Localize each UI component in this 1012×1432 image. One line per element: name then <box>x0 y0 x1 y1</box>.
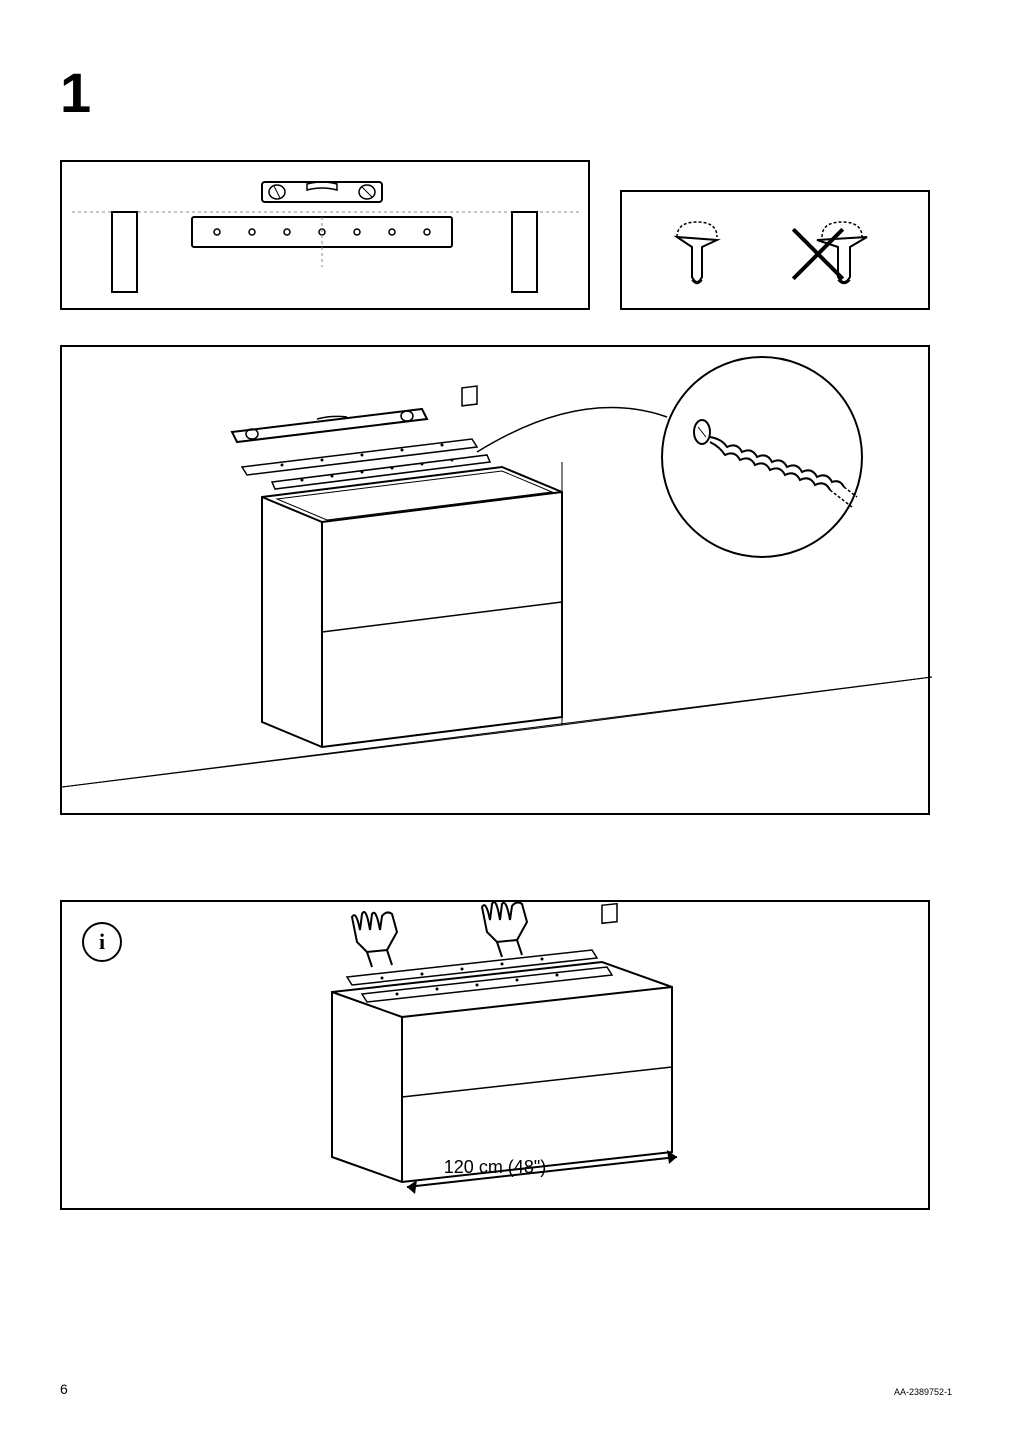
panel-two-person: i <box>60 900 930 1210</box>
panel-level-rail <box>60 160 590 310</box>
page-number: 6 <box>60 1381 68 1397</box>
info-symbol: i <box>99 929 105 955</box>
dimension-label: 120 cm (48") <box>444 1157 546 1178</box>
instruction-page: 1 <box>0 0 1012 1432</box>
step-number: 1 <box>60 60 91 125</box>
hand-left-icon <box>352 912 397 967</box>
panel-cabinet-wall <box>60 345 930 815</box>
screw-types-diagram <box>622 192 932 312</box>
info-icon: i <box>82 922 122 962</box>
panel-screw-types <box>620 190 930 310</box>
cabinet-wall-diagram <box>62 347 932 817</box>
document-id: AA-2389752-1 <box>894 1387 952 1397</box>
hand-right-icon <box>482 902 527 957</box>
level-rail-diagram <box>62 162 592 312</box>
cross-out-icon <box>783 217 853 287</box>
